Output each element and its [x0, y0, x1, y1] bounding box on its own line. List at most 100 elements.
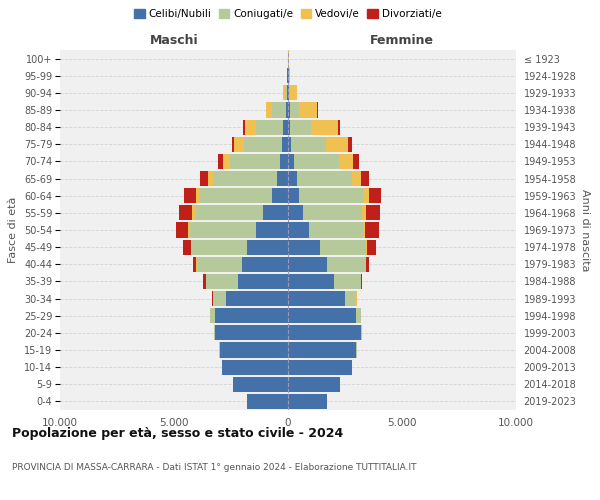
- Bar: [288, 206, 303, 220]
- Bar: [272, 102, 286, 118]
- Bar: [215, 326, 288, 340]
- Bar: [272, 188, 288, 204]
- Bar: [233, 376, 288, 392]
- Bar: [256, 222, 288, 238]
- Bar: [288, 394, 327, 409]
- Bar: [294, 154, 340, 169]
- Bar: [190, 222, 256, 238]
- Bar: [362, 206, 365, 220]
- Bar: [191, 240, 192, 254]
- Bar: [288, 222, 308, 238]
- Bar: [277, 171, 288, 186]
- Bar: [223, 154, 230, 169]
- Bar: [287, 86, 288, 100]
- Bar: [288, 274, 334, 289]
- Bar: [242, 256, 288, 272]
- Bar: [361, 171, 369, 186]
- Bar: [299, 102, 317, 118]
- Bar: [369, 188, 382, 204]
- Bar: [288, 376, 340, 392]
- Bar: [285, 86, 287, 100]
- Bar: [299, 188, 363, 204]
- Bar: [287, 68, 288, 84]
- Text: Maschi: Maschi: [149, 34, 199, 46]
- Bar: [288, 240, 320, 254]
- Bar: [244, 120, 245, 134]
- Bar: [288, 188, 299, 204]
- Bar: [365, 240, 367, 254]
- Bar: [199, 188, 272, 204]
- Bar: [194, 206, 263, 220]
- Bar: [365, 222, 379, 238]
- Bar: [290, 120, 311, 134]
- Bar: [218, 154, 223, 169]
- Bar: [192, 240, 247, 254]
- Bar: [288, 120, 290, 134]
- Bar: [288, 171, 297, 186]
- Bar: [184, 188, 196, 204]
- Bar: [361, 274, 362, 289]
- Bar: [288, 86, 289, 100]
- Bar: [356, 308, 361, 324]
- Bar: [256, 120, 283, 134]
- Bar: [290, 102, 299, 118]
- Bar: [365, 206, 380, 220]
- Bar: [226, 291, 288, 306]
- Bar: [338, 120, 340, 134]
- Bar: [193, 256, 196, 272]
- Bar: [334, 274, 361, 289]
- Bar: [283, 136, 288, 152]
- Bar: [208, 171, 213, 186]
- Bar: [297, 171, 352, 186]
- Bar: [326, 136, 349, 152]
- Y-axis label: Anni di nascita: Anni di nascita: [580, 188, 590, 271]
- Bar: [214, 326, 215, 340]
- Bar: [288, 102, 290, 118]
- Bar: [192, 206, 194, 220]
- Y-axis label: Fasce di età: Fasce di età: [8, 197, 19, 263]
- Text: Popolazione per età, sesso e stato civile - 2024: Popolazione per età, sesso e stato civil…: [12, 428, 343, 440]
- Bar: [247, 394, 288, 409]
- Bar: [197, 256, 242, 272]
- Bar: [232, 136, 235, 152]
- Bar: [247, 240, 288, 254]
- Bar: [366, 256, 370, 272]
- Bar: [196, 188, 199, 204]
- Legend: Celibi/Nubili, Coniugati/e, Vedovi/e, Divorziati/e: Celibi/Nubili, Coniugati/e, Vedovi/e, Di…: [130, 5, 446, 23]
- Bar: [176, 222, 188, 238]
- Bar: [213, 291, 226, 306]
- Bar: [203, 274, 206, 289]
- Bar: [292, 136, 326, 152]
- Bar: [288, 308, 356, 324]
- Bar: [320, 240, 365, 254]
- Bar: [288, 256, 327, 272]
- Bar: [222, 360, 288, 374]
- Bar: [345, 291, 356, 306]
- Text: PROVINCIA DI MASSA-CARRARA - Dati ISTAT 1° gennaio 2024 - Elaborazione TUTTITALI: PROVINCIA DI MASSA-CARRARA - Dati ISTAT …: [12, 462, 416, 471]
- Bar: [266, 102, 272, 118]
- Bar: [288, 136, 292, 152]
- Bar: [244, 136, 283, 152]
- Bar: [215, 308, 288, 324]
- Bar: [263, 206, 288, 220]
- Bar: [356, 291, 357, 306]
- Bar: [283, 86, 285, 100]
- Bar: [288, 291, 345, 306]
- Bar: [179, 206, 192, 220]
- Bar: [183, 240, 191, 254]
- Bar: [235, 136, 244, 152]
- Bar: [288, 342, 356, 357]
- Bar: [288, 326, 361, 340]
- Bar: [289, 68, 290, 84]
- Bar: [206, 274, 238, 289]
- Bar: [317, 102, 318, 118]
- Bar: [303, 206, 362, 220]
- Bar: [363, 188, 369, 204]
- Bar: [288, 360, 352, 374]
- Bar: [367, 240, 376, 254]
- Bar: [213, 171, 277, 186]
- Bar: [280, 154, 288, 169]
- Bar: [200, 171, 208, 186]
- Bar: [290, 86, 297, 100]
- Bar: [188, 222, 190, 238]
